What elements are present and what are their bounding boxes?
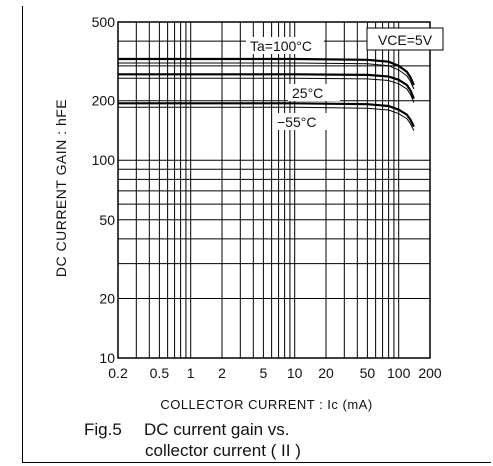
figure-number: Fig.5 (84, 420, 122, 439)
y-tick-label: 10 (99, 350, 115, 366)
y-tick-label: 200 (92, 93, 116, 109)
y-axis-label: DC CURRENT GAIN : hFE (53, 99, 69, 277)
condition-box: VCE=5V (366, 27, 444, 51)
x-tick-label: 50 (360, 365, 376, 381)
x-tick-label: 5 (259, 365, 267, 381)
series-line-0 (118, 57, 415, 86)
caption-line-1: DC current gain vs. (144, 420, 290, 439)
series-line-2 (118, 102, 415, 128)
x-tick-labels: 0.2 0.5 1 2 5 10 20 50 100 200 (108, 365, 442, 381)
grid (117, 21, 431, 359)
x-tick-label: 1 (187, 365, 195, 381)
series-label-group-100: Ta=100°C (246, 37, 324, 54)
x-tick-label: 10 (287, 365, 303, 381)
y-tick-labels: 10 20 50 100 200 500 (92, 14, 116, 366)
series-label-group-25: 25°C (288, 84, 340, 101)
series-line-2-band (118, 106, 415, 131)
series-line-0-band (118, 62, 415, 90)
figure-frame (22, 6, 491, 463)
x-tick-label: 20 (318, 365, 334, 381)
x-tick-label: 2 (218, 365, 226, 381)
y-tick-label: 500 (92, 14, 116, 30)
chart: 0.2 0.5 1 2 5 10 20 50 100 200 10 20 50 100 200 500 VC… (53, 14, 444, 381)
x-axis-label: COLLECTOR CURRENT : Ic (mA) (160, 397, 373, 412)
x-tick-label: 0.2 (108, 365, 128, 381)
plot-border (117, 21, 431, 359)
y-tick-label: 20 (99, 290, 115, 306)
x-tick-label: 100 (387, 365, 411, 381)
curves (118, 57, 415, 131)
series-label-group-minus55: −55°C (273, 113, 333, 130)
series-label-minus55C: −55°C (277, 114, 316, 130)
series-line-1-band (118, 77, 415, 103)
x-tick-label: 200 (418, 365, 442, 381)
series-label-25C: 25°C (292, 85, 323, 101)
figure-caption: Fig.5 DC current gain vs. collector curre… (84, 419, 301, 461)
series-line-1 (118, 73, 415, 100)
condition-label: VCE=5V (378, 32, 433, 48)
x-tick-label: 0.5 (150, 365, 170, 381)
caption-line-2: collector current ( II ) (145, 441, 301, 460)
series-label-100C: Ta=100°C (250, 38, 312, 54)
y-tick-label: 50 (99, 212, 115, 228)
y-tick-label: 100 (92, 152, 116, 168)
